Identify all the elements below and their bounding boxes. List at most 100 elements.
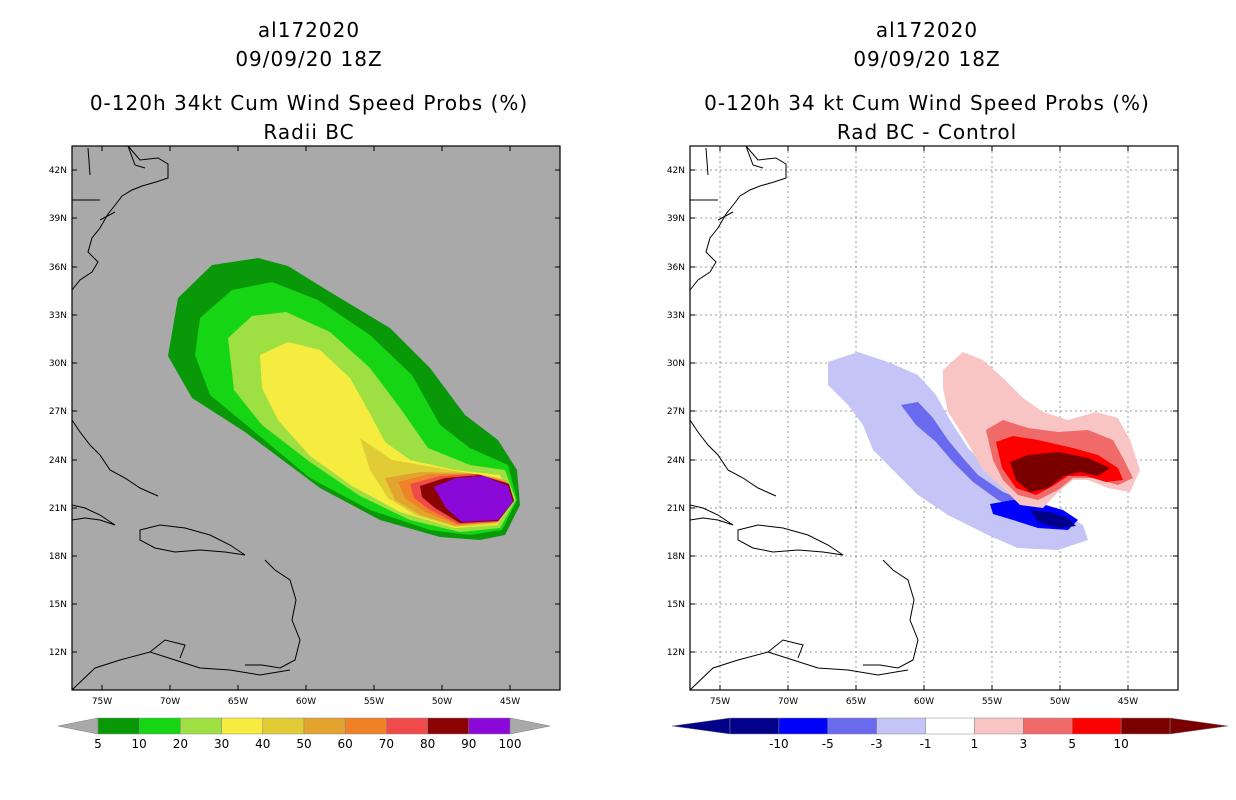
date-title: 09/09/20 18Z — [235, 47, 383, 71]
colorbar-swatch — [1071, 717, 1122, 735]
product-title: 0-120h 34kt Cum Wind Speed Probs (%) — [89, 91, 529, 115]
diff-contour-pos-10 — [1010, 452, 1110, 492]
right-map-svg: 42N 39N 36N 33N 30N 27N 24N 21N 18N 15N 12N 75W 70W 6… — [667, 145, 1229, 751]
colorbar-label: 1 — [971, 737, 979, 751]
right-map-area — [690, 146, 1178, 690]
lat-label: 24N — [667, 456, 685, 466]
colorbar-swatch — [97, 717, 140, 735]
lat-label: 30N — [667, 359, 685, 369]
colorbar-label: 3 — [1020, 737, 1028, 751]
colorbar-swatch — [427, 717, 470, 735]
lon-label: 50W — [432, 697, 452, 707]
lon-label: 75W — [92, 697, 112, 707]
lat-label: 15N — [667, 600, 685, 610]
colorbar-label: 10 — [1113, 737, 1128, 751]
lat-label: 21N — [49, 504, 67, 514]
colorbar-label: 40 — [255, 737, 270, 751]
right-colorbar: -10 -5 -3 -1 1 3 5 10 — [671, 717, 1229, 751]
lat-label: 42N — [49, 166, 67, 176]
lon-label: 65W — [846, 697, 866, 707]
colorbar-label: 20 — [173, 737, 188, 751]
lon-label: 45W — [1118, 697, 1138, 707]
lat-label: 27N — [667, 407, 685, 417]
colorbar-label: 10 — [132, 737, 147, 751]
colorbar-label: -3 — [871, 737, 883, 751]
lat-label: 15N — [49, 600, 67, 610]
left-axes: 42N 39N 36N 33N 30N 27N 24N 21N 18N 15N 12N 75W 70W 6… — [49, 146, 560, 707]
colorbar-label: 100 — [499, 737, 522, 751]
colorbar-left-arrow — [671, 717, 731, 735]
lon-label: 55W — [364, 697, 384, 707]
colorbar-swatch — [778, 717, 829, 735]
diff-contour-neg-10 — [1030, 510, 1076, 528]
colorbar-label: -1 — [920, 737, 932, 751]
colorbar-swatch — [180, 717, 222, 735]
lon-label: 60W — [296, 697, 316, 707]
colorbar-label: 90 — [461, 737, 476, 751]
map-frame — [71, 145, 561, 691]
colorbar-swatch — [876, 717, 926, 735]
lat-label: 24N — [49, 456, 67, 466]
colorbar-swatch — [303, 717, 346, 735]
colorbar-swatch — [468, 717, 511, 735]
colorbar-label: 30 — [214, 737, 229, 751]
colorbar-label: 70 — [379, 737, 394, 751]
coastlines — [690, 146, 919, 690]
left-colorbar: 5 10 20 30 40 50 60 70 80 90 100 — [57, 717, 551, 751]
colorbar-swatch — [827, 717, 877, 735]
coastlines — [72, 146, 301, 690]
lat-label: 36N — [49, 263, 67, 273]
lat-label: 12N — [49, 648, 67, 658]
lat-label: 18N — [667, 552, 685, 562]
colorbar-left-arrow — [57, 717, 99, 735]
lon-label: 60W — [914, 697, 934, 707]
lat-label: 18N — [49, 552, 67, 562]
product-title: 0-120h 34 kt Cum Wind Speed Probs (%) — [704, 91, 1150, 115]
colorbar-swatch — [1120, 717, 1171, 735]
colorbar-swatch — [262, 717, 305, 735]
lon-label: 70W — [160, 697, 180, 707]
prob-contour-100 — [434, 476, 513, 522]
colorbar-swatch — [1023, 717, 1073, 735]
lat-label: 36N — [667, 263, 685, 273]
storm-id-title: al172020 — [257, 18, 361, 42]
colorbar-label: 5 — [94, 737, 102, 751]
subtitle: Rad BC - Control — [836, 120, 1018, 144]
lat-label: 39N — [667, 214, 685, 224]
colorbar-swatch — [386, 717, 428, 735]
lat-label: 21N — [667, 504, 685, 514]
colorbar-label: 50 — [296, 737, 311, 751]
lat-label: 33N — [667, 311, 685, 321]
left-map-svg: 42N 39N 36N 33N 30N 27N 24N 21N 18N 15N 12N 75W 70W 6… — [49, 145, 561, 751]
lat-label: 12N — [667, 648, 685, 658]
lon-label: 75W — [710, 697, 730, 707]
lat-label: 27N — [49, 407, 67, 417]
map-frame — [689, 145, 1179, 691]
left-map-area — [72, 146, 560, 690]
subtitle: Radii BC — [263, 120, 355, 144]
left-panel: al172020 09/09/20 18Z 0-120h 34kt Cum Wi… — [49, 18, 561, 751]
lon-label: 70W — [778, 697, 798, 707]
colorbar-swatch — [729, 717, 780, 735]
lon-label: 50W — [1050, 697, 1070, 707]
colorbar-label: -10 — [769, 737, 789, 751]
colorbar-swatch — [974, 717, 1024, 735]
colorbar-swatch — [138, 717, 181, 735]
right-panel: al172020 09/09/20 18Z 0-120h 34 kt Cum W… — [618, 0, 1236, 800]
lat-label: 42N — [667, 166, 685, 176]
right-axes: 42N 39N 36N 33N 30N 27N 24N 21N 18N 15N 12N 75W 70W 6… — [667, 146, 1178, 707]
colorbar-swatch — [925, 717, 975, 735]
colorbar-label: 5 — [1068, 737, 1076, 751]
lon-label: 55W — [982, 697, 1002, 707]
lon-label: 65W — [228, 697, 248, 707]
colorbar-swatch — [221, 717, 264, 735]
colorbar-label: 80 — [420, 737, 435, 751]
grid-lines — [690, 146, 1178, 690]
colorbar-label: 60 — [338, 737, 353, 751]
lon-label: 45W — [500, 697, 520, 707]
lat-label: 33N — [49, 311, 67, 321]
storm-id-title: al172020 — [875, 18, 979, 42]
colorbar-label: -5 — [822, 737, 834, 751]
lat-label: 39N — [49, 214, 67, 224]
colorbar-swatch — [344, 717, 387, 735]
